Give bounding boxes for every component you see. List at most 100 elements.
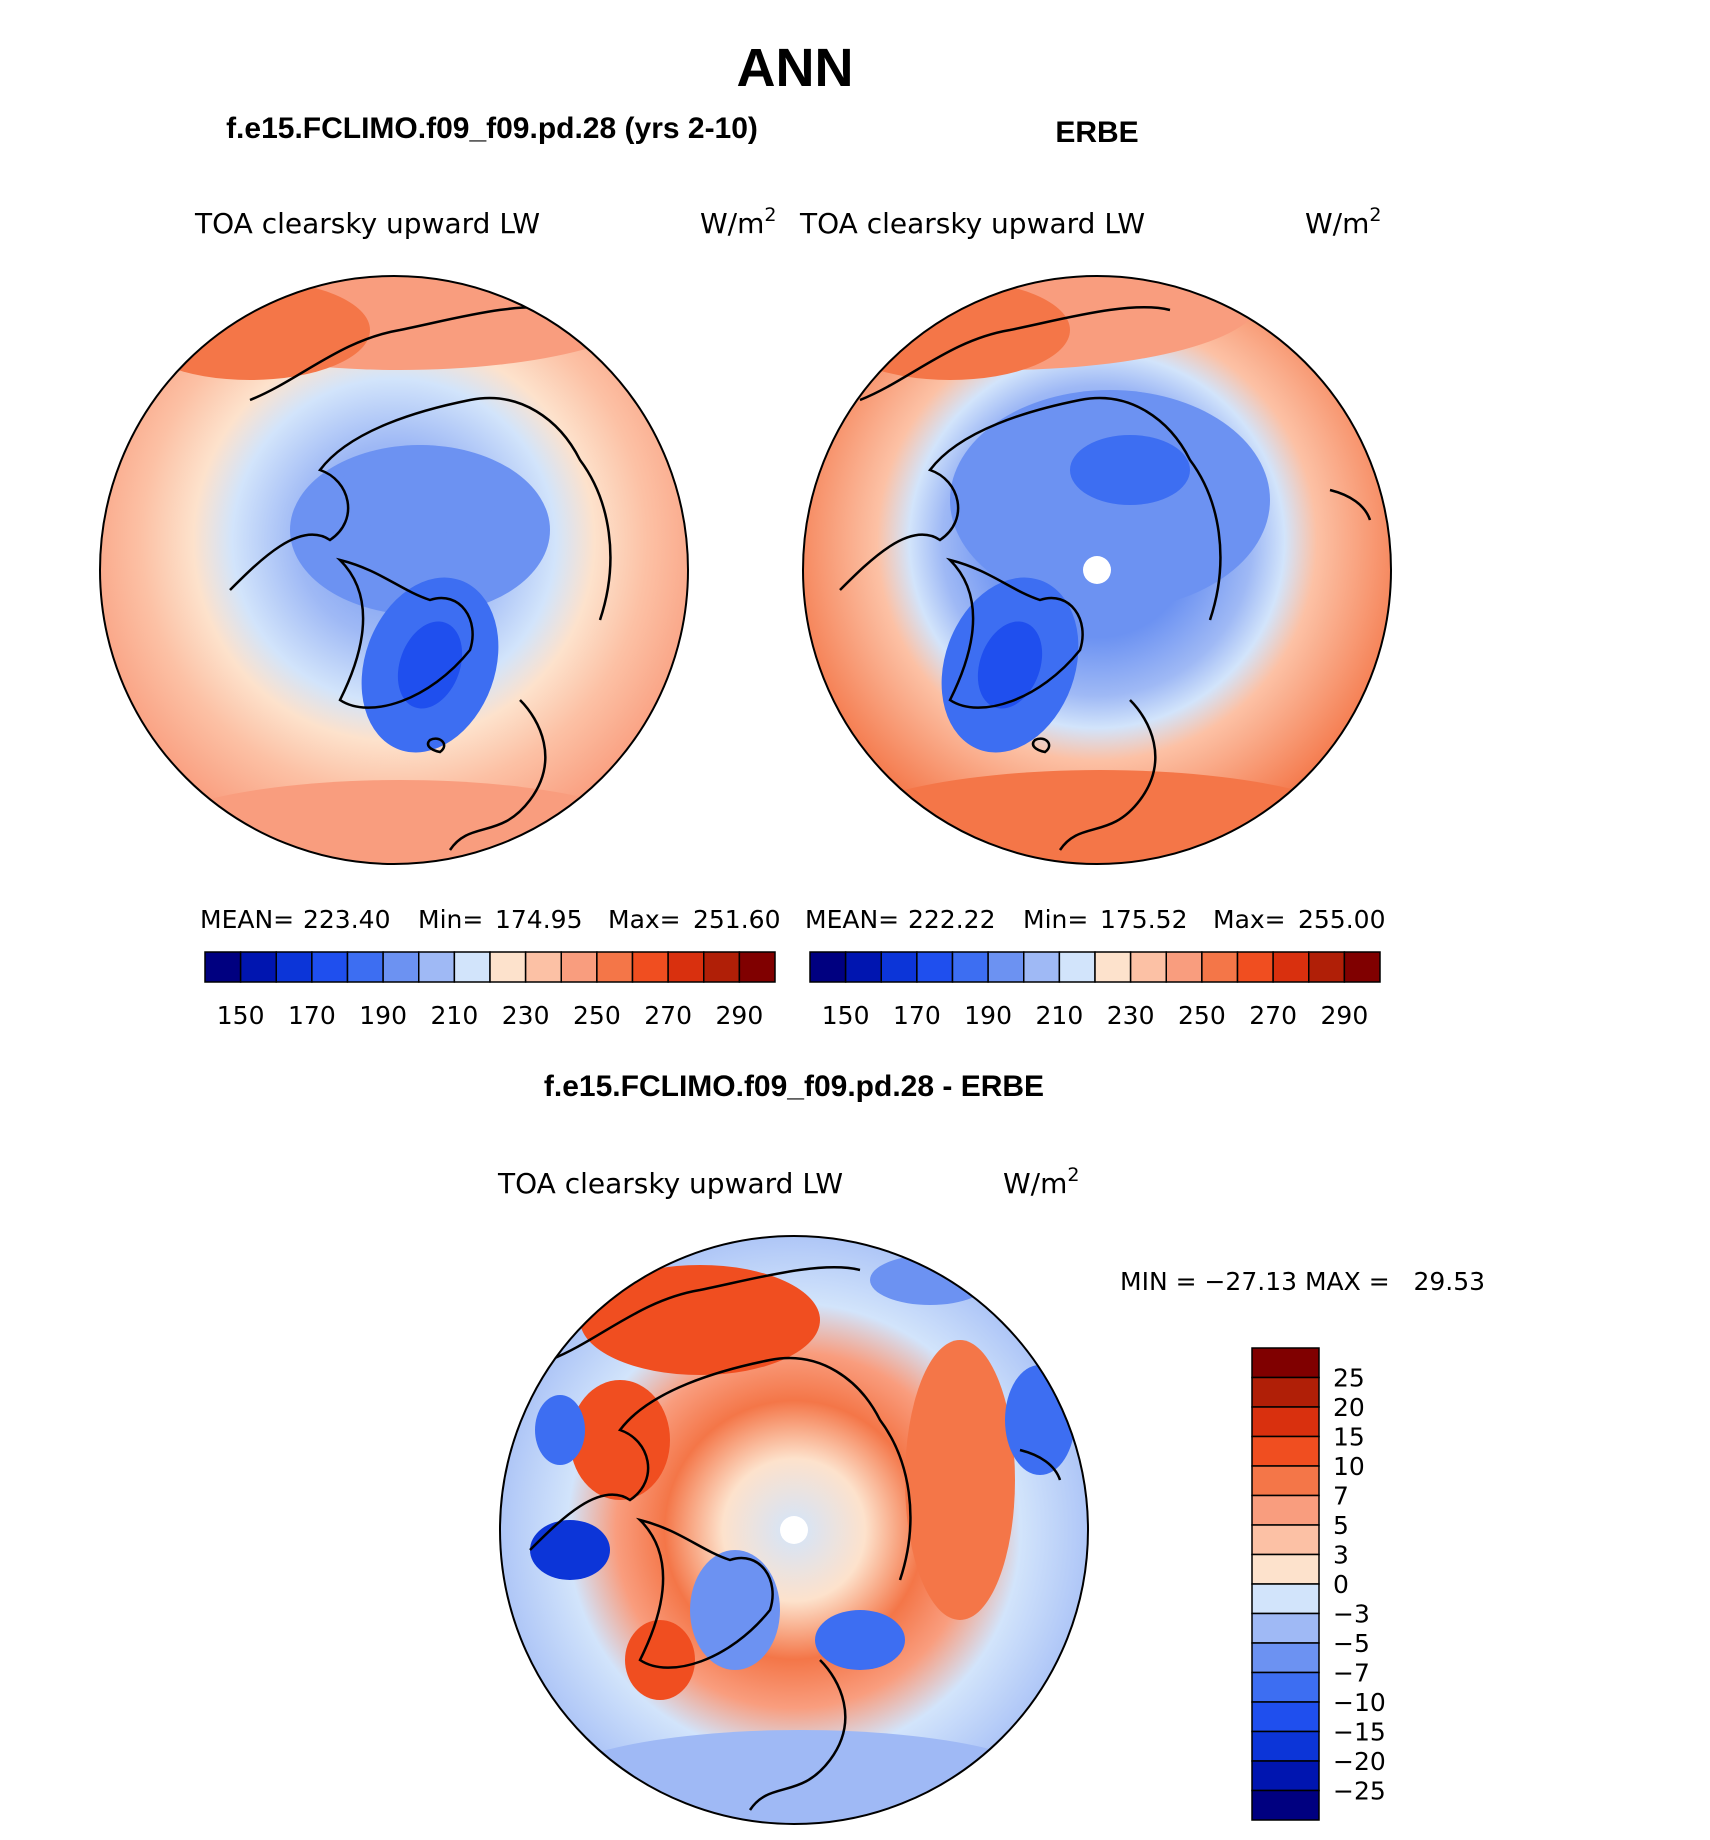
colorbar-swatch bbox=[1236, 951, 1274, 983]
colorbar-swatch bbox=[1129, 951, 1167, 983]
panel-model-stats: MEAN= 223.40 Min= 174.95 Max= 251.60 bbox=[200, 905, 780, 934]
panel-diff-title: f.e15.FCLIMO.f09_f09.pd.28 - ERBE bbox=[544, 1070, 1044, 1103]
colorbar-model: 150 170 190 210 230 250 270 290 bbox=[204, 951, 776, 1030]
colorbar-swatch bbox=[1251, 1435, 1320, 1467]
colorbar-swatch bbox=[382, 951, 420, 983]
colorbar-tick-label: −5 bbox=[1333, 1629, 1370, 1658]
colorbar-swatch bbox=[275, 951, 313, 983]
colorbar-tick-label: 210 bbox=[431, 1001, 479, 1030]
panel-model-variable: TOA clearsky upward LW bbox=[194, 207, 540, 240]
colorbar-tick-label: 150 bbox=[822, 1001, 870, 1030]
map-diff bbox=[500, 1236, 1088, 1824]
diff-minmax: MIN = −27.13 MAX = 29.53 bbox=[1120, 1267, 1485, 1296]
stat-mean-label: MEAN= bbox=[805, 905, 899, 934]
stat-mean-value: 223.40 bbox=[303, 905, 390, 934]
panel-obs-units: W/m2 bbox=[1305, 204, 1382, 240]
colorbar-swatch bbox=[667, 951, 705, 983]
colorbar-tick-label: 25 bbox=[1333, 1364, 1365, 1393]
colorbar-tick-label: 170 bbox=[288, 1001, 336, 1030]
colorbar-tick-label: −25 bbox=[1333, 1777, 1386, 1806]
colorbar-swatch bbox=[1343, 951, 1381, 983]
colorbar-swatch bbox=[1251, 1376, 1320, 1408]
colorbar-swatch bbox=[1251, 1465, 1320, 1497]
colorbar-tick-label: 10 bbox=[1333, 1452, 1365, 1481]
colorbar-swatch bbox=[489, 951, 527, 983]
colorbar-swatch bbox=[1251, 1347, 1320, 1379]
colorbar-tick-label: 270 bbox=[644, 1001, 692, 1030]
coastlines-model bbox=[229, 306, 612, 851]
colorbar-tick-label: 250 bbox=[1178, 1001, 1226, 1030]
colorbar-swatch bbox=[1251, 1553, 1320, 1585]
colorbar-tick-label: −20 bbox=[1333, 1747, 1386, 1776]
colorbar-swatch bbox=[204, 951, 242, 983]
panel-obs-stats: MEAN= 222.22 Min= 175.52 Max= 255.00 bbox=[805, 905, 1385, 934]
colorbar-swatch bbox=[1251, 1524, 1320, 1556]
stat-min-label: Min= bbox=[418, 905, 483, 934]
colorbar-tick-label: 270 bbox=[1249, 1001, 1297, 1030]
colorbar-swatch bbox=[809, 951, 847, 983]
colorbar-tick-label: 250 bbox=[573, 1001, 621, 1030]
colorbar-swatch bbox=[418, 951, 456, 983]
main-title: ANN bbox=[737, 38, 854, 98]
map-obs-border bbox=[802, 275, 1392, 865]
panel-diff-variable: TOA clearsky upward LW bbox=[497, 1167, 843, 1200]
stat-max-label: Max= bbox=[608, 905, 681, 934]
colorbar-swatch bbox=[239, 951, 277, 983]
colorbar-swatch bbox=[880, 951, 918, 983]
colorbar-swatch bbox=[346, 951, 384, 983]
colorbar-tick-label: −7 bbox=[1333, 1659, 1370, 1688]
colorbar-swatch bbox=[1251, 1701, 1320, 1733]
colorbar-swatch bbox=[453, 951, 491, 983]
colorbar-swatch bbox=[844, 951, 882, 983]
coastlines-obs bbox=[839, 306, 1372, 851]
colorbar-tick-label: −3 bbox=[1333, 1600, 1370, 1629]
stat-max-value: 251.60 bbox=[693, 905, 780, 934]
colorbar-tick-label: 170 bbox=[893, 1001, 941, 1030]
colorbar-swatch bbox=[631, 951, 669, 983]
colorbar-swatch bbox=[1201, 951, 1239, 983]
colorbar-swatch bbox=[596, 951, 634, 983]
colorbar-tick-label: 150 bbox=[217, 1001, 265, 1030]
colorbar-tick-label: 3 bbox=[1333, 1541, 1349, 1570]
colorbar-tick-label: 210 bbox=[1036, 1001, 1084, 1030]
colorbar-tick-label: 5 bbox=[1333, 1511, 1349, 1540]
coastlines-diff bbox=[529, 1266, 1062, 1811]
colorbar-swatch bbox=[1023, 951, 1061, 983]
panel-diff: f.e15.FCLIMO.f09_f09.pd.28 - ERBE TOA cl… bbox=[497, 1070, 1485, 1825]
panel-obs: ERBE TOA clearsky upward LW W/m2 MEAN= 2… bbox=[799, 116, 1392, 1030]
colorbar-swatch bbox=[1251, 1760, 1320, 1792]
colorbar-swatch bbox=[916, 951, 954, 983]
colorbar-swatch bbox=[703, 951, 741, 983]
colorbar-swatch bbox=[560, 951, 598, 983]
colorbar-swatch bbox=[1272, 951, 1310, 983]
colorbar-swatch bbox=[1308, 951, 1346, 983]
panel-diff-units: W/m2 bbox=[1003, 1164, 1080, 1200]
colorbar-swatch bbox=[1094, 951, 1132, 983]
colorbar-tick-label: 290 bbox=[1321, 1001, 1369, 1030]
stat-max-value: 255.00 bbox=[1298, 905, 1385, 934]
colorbar-tick-label: 230 bbox=[502, 1001, 550, 1030]
colorbar-tick-label: 20 bbox=[1333, 1393, 1365, 1422]
colorbar-tick-label: 15 bbox=[1333, 1423, 1365, 1452]
colorbar-tick-label: 190 bbox=[964, 1001, 1012, 1030]
map-obs bbox=[803, 276, 1391, 864]
panel-obs-variable: TOA clearsky upward LW bbox=[799, 207, 1145, 240]
map-diff-border bbox=[499, 1235, 1089, 1825]
colorbar-swatch bbox=[1165, 951, 1203, 983]
colorbar-swatch bbox=[1251, 1671, 1320, 1703]
colorbar-swatch bbox=[1251, 1612, 1320, 1644]
stat-max-label: Max= bbox=[1213, 905, 1286, 934]
panel-model: f.e15.FCLIMO.f09_f09.pd.28 (yrs 2-10) TO… bbox=[99, 112, 780, 1030]
colorbar-swatch bbox=[1058, 951, 1096, 983]
stat-min-value: 175.52 bbox=[1100, 905, 1187, 934]
colorbar-swatch bbox=[524, 951, 562, 983]
colorbar-swatch bbox=[987, 951, 1025, 983]
panel-model-units: W/m2 bbox=[700, 204, 777, 240]
colorbar-swatch bbox=[1251, 1494, 1320, 1526]
colorbar-tick-label: −15 bbox=[1333, 1718, 1386, 1747]
colorbar-tick-label: 290 bbox=[716, 1001, 764, 1030]
colorbar-swatch bbox=[1251, 1730, 1320, 1762]
colorbar-swatch bbox=[738, 951, 776, 983]
